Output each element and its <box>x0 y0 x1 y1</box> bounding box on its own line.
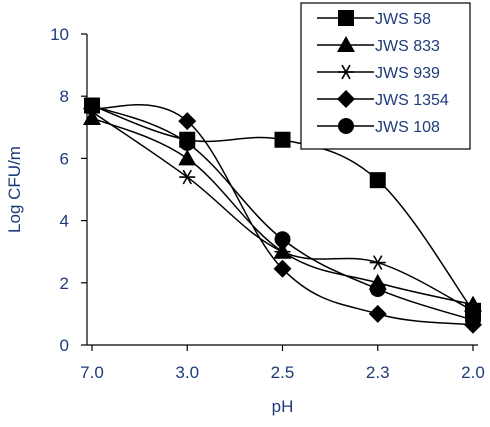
legend-item-jws-108: JWS 108 <box>317 118 440 136</box>
data-point-jws-833 <box>178 149 197 166</box>
data-point-jws-58 <box>274 131 291 148</box>
legend-item-jws-58: JWS 58 <box>317 10 431 28</box>
series-jws-108 <box>84 97 481 329</box>
data-point-jws-58 <box>369 172 386 189</box>
data-point-jws-108 <box>179 134 196 151</box>
data-point-jws-108 <box>369 281 386 298</box>
legend-box <box>300 2 471 150</box>
data-point-jws-1354 <box>178 112 197 131</box>
y-tick-label: 8 <box>60 87 69 106</box>
series-line-jws-1354 <box>91 104 474 326</box>
legend-item-jws-939: JWS 939 <box>317 64 440 82</box>
data-point-jws-939 <box>179 169 196 185</box>
x-tick-label: 2.0 <box>461 363 485 382</box>
legend-label: JWS 1354 <box>375 92 449 109</box>
legend-label: JWS 108 <box>375 119 440 136</box>
y-tick-label: 2 <box>60 274 69 293</box>
y-tick-label: 10 <box>50 25 69 44</box>
legend-marker-jws-108 <box>338 118 354 134</box>
axes: 0 2 4 6 8 10 7.0 3.0 2.5 2.3 2.0 <box>50 25 485 382</box>
data-point-jws-1354 <box>273 259 292 278</box>
data-point-jws-108 <box>84 97 100 114</box>
data-point-jws-939 <box>369 255 386 270</box>
legend-marker-jws-833 <box>337 36 355 52</box>
y-tick-label: 6 <box>60 149 69 168</box>
y-axis-title: Log CFU/m <box>5 146 24 233</box>
legend-marker-jws-1354 <box>337 90 355 108</box>
legend-item-jws-1354: JWS 1354 <box>317 90 449 109</box>
data-point-jws-939 <box>274 244 291 260</box>
x-tick-label: 2.5 <box>271 363 295 382</box>
x-tick-label: 3.0 <box>175 363 199 382</box>
y-tick-label: 0 <box>60 336 69 355</box>
data-point-jws-108 <box>465 312 481 329</box>
legend-label: JWS 58 <box>375 11 431 28</box>
legend: JWS 58 JWS 833 JWS 939 JWS 1354 JWS 108 <box>300 2 471 150</box>
x-tick-label: 2.3 <box>366 363 390 382</box>
series-layer <box>83 97 482 334</box>
legend-label: JWS 939 <box>375 65 440 82</box>
data-point-jws-108 <box>274 231 291 248</box>
x-axis-title: pH <box>272 397 294 416</box>
legend-item-jws-833: JWS 833 <box>317 36 440 55</box>
legend-label: JWS 833 <box>375 38 440 55</box>
data-point-jws-1354 <box>368 304 387 323</box>
legend-marker-jws-58 <box>338 10 354 26</box>
y-tick-label: 4 <box>60 212 69 231</box>
x-tick-label: 7.0 <box>80 363 104 382</box>
legend-marker-jws-939 <box>338 64 354 80</box>
